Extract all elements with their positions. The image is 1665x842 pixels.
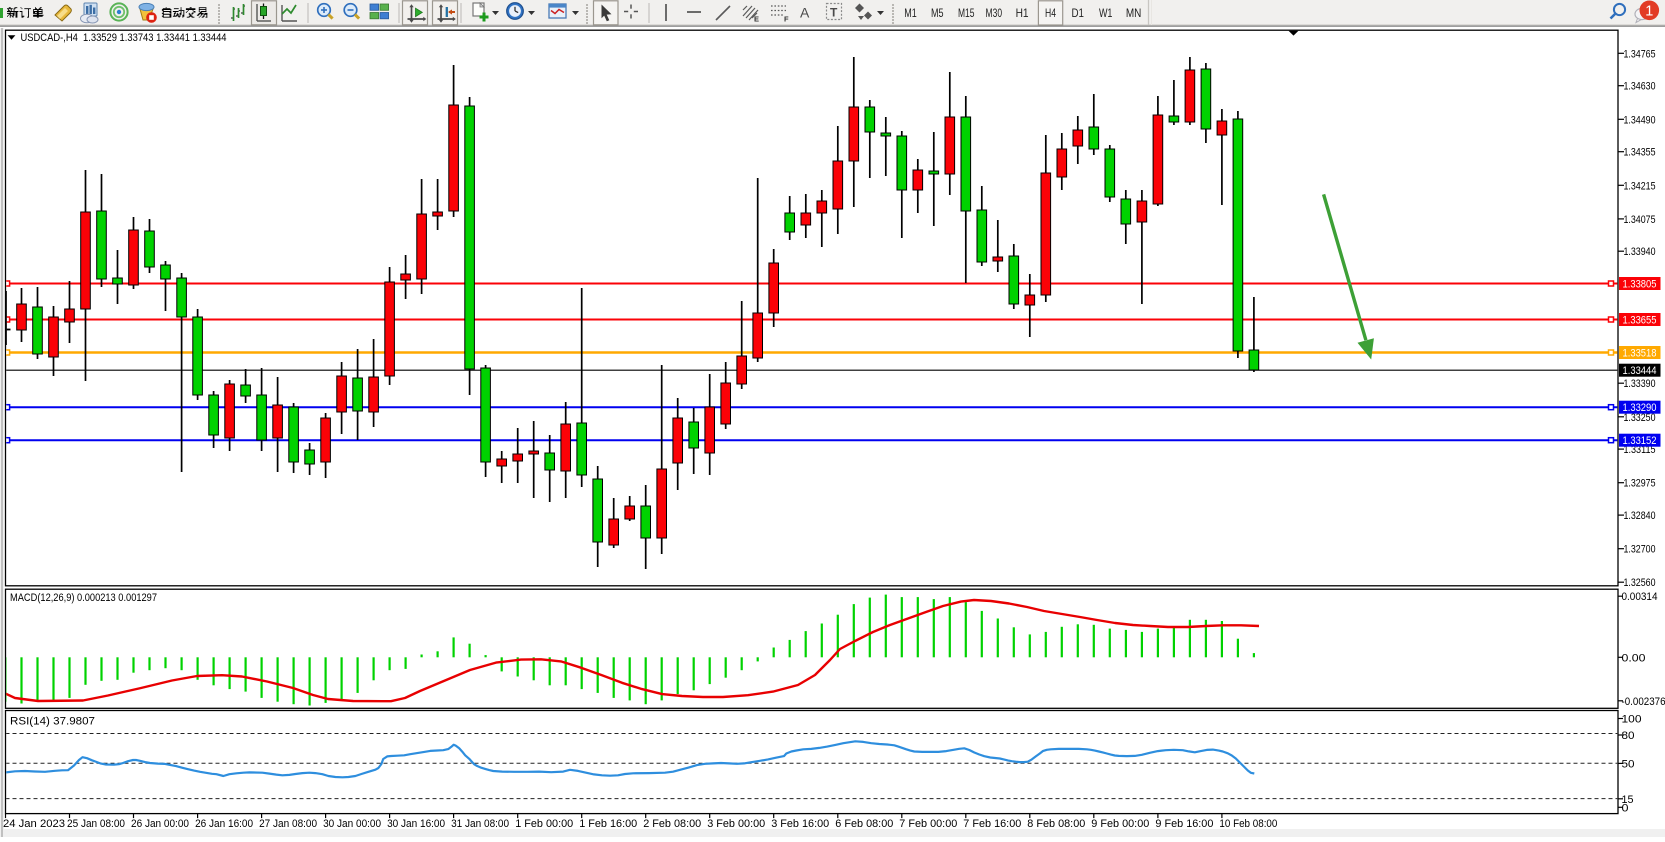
svg-text:1.33390: 1.33390 (1624, 378, 1656, 390)
svg-text:1.33444: 1.33444 (1623, 365, 1657, 377)
svg-text:0.00: 0.00 (1622, 652, 1646, 664)
svg-text:M1: M1 (904, 6, 917, 20)
svg-text:50: 50 (1622, 758, 1635, 770)
svg-text:M5: M5 (931, 6, 944, 20)
svg-text:F: F (784, 15, 789, 24)
svg-text:1.34215: 1.34215 (1624, 180, 1656, 192)
svg-text:25 Jan 08:00: 25 Jan 08:00 (67, 818, 125, 830)
svg-text:26 Jan 16:00: 26 Jan 16:00 (195, 818, 253, 830)
svg-text:2 Feb 08:00: 2 Feb 08:00 (643, 818, 701, 830)
svg-text:1.34490: 1.34490 (1624, 114, 1656, 126)
svg-text:E: E (754, 15, 759, 24)
svg-text:24 Jan 2023: 24 Jan 2023 (3, 818, 65, 830)
svg-text:1.32975: 1.32975 (1624, 478, 1656, 490)
svg-text:8 Feb 08:00: 8 Feb 08:00 (1027, 818, 1085, 830)
svg-text:T: T (830, 6, 838, 20)
svg-text:W1: W1 (1099, 6, 1113, 20)
svg-text:1.33290: 1.33290 (1623, 402, 1657, 414)
svg-text:-0.002376: -0.002376 (1622, 696, 1665, 708)
svg-text:MACD(12,26,9) 0.000213 0.00129: MACD(12,26,9) 0.000213 0.001297 (10, 592, 157, 604)
svg-text:0.00314: 0.00314 (1622, 591, 1658, 603)
svg-text:MN: MN (1126, 6, 1142, 20)
svg-text:6 Feb 08:00: 6 Feb 08:00 (835, 818, 893, 830)
svg-text:1.33655: 1.33655 (1623, 315, 1657, 327)
svg-text:H1: H1 (1016, 6, 1029, 20)
svg-text:1.33805: 1.33805 (1623, 279, 1657, 291)
svg-text:1.33518: 1.33518 (1623, 348, 1657, 360)
svg-text:3 Feb 00:00: 3 Feb 00:00 (707, 818, 765, 830)
svg-text:M30: M30 (986, 6, 1003, 20)
svg-text:1.33940: 1.33940 (1624, 246, 1656, 258)
svg-text:1.34075: 1.34075 (1624, 214, 1656, 226)
svg-text:1 Feb 00:00: 1 Feb 00:00 (515, 818, 573, 830)
svg-text:3 Feb 16:00: 3 Feb 16:00 (771, 818, 829, 830)
svg-text:80: 80 (1622, 730, 1635, 742)
svg-text:1.33152: 1.33152 (1623, 435, 1657, 447)
svg-text:27 Jan 08:00: 27 Jan 08:00 (259, 818, 317, 830)
svg-text:1.34355: 1.34355 (1624, 147, 1656, 159)
svg-text:RSI(14) 37.9807: RSI(14) 37.9807 (10, 716, 95, 728)
svg-text:26 Jan 00:00: 26 Jan 00:00 (131, 818, 189, 830)
svg-text:0: 0 (1622, 802, 1629, 814)
svg-text:H4: H4 (1045, 6, 1056, 20)
svg-text:9 Feb 16:00: 9 Feb 16:00 (1155, 818, 1213, 830)
svg-text:1.32560: 1.32560 (1624, 577, 1656, 589)
svg-text:31 Jan 08:00: 31 Jan 08:00 (451, 818, 509, 830)
svg-text:1.34630: 1.34630 (1624, 81, 1656, 93)
svg-text:30 Jan 16:00: 30 Jan 16:00 (387, 818, 445, 830)
svg-text:1.32700: 1.32700 (1624, 544, 1656, 556)
svg-text:1.32840: 1.32840 (1624, 510, 1656, 522)
svg-text:10 Feb 08:00: 10 Feb 08:00 (1219, 818, 1277, 830)
svg-text:1.34765: 1.34765 (1624, 48, 1656, 60)
svg-text:USDCAD-,H4 1.33529 1.33743 1.: USDCAD-,H4 1.33529 1.33743 1.33441 1.334… (21, 32, 227, 44)
svg-text:D1: D1 (1071, 6, 1084, 20)
svg-text:9 Feb 00:00: 9 Feb 00:00 (1091, 818, 1149, 830)
svg-text:M15: M15 (958, 6, 975, 20)
svg-text:7 Feb 16:00: 7 Feb 16:00 (963, 818, 1021, 830)
svg-text:30 Jan 00:00: 30 Jan 00:00 (323, 818, 381, 830)
svg-text:7 Feb 00:00: 7 Feb 00:00 (899, 818, 957, 830)
svg-text:1: 1 (1645, 3, 1653, 19)
svg-text:100: 100 (1622, 714, 1642, 726)
svg-text:1 Feb 16:00: 1 Feb 16:00 (579, 818, 637, 830)
svg-text:A: A (800, 5, 810, 21)
